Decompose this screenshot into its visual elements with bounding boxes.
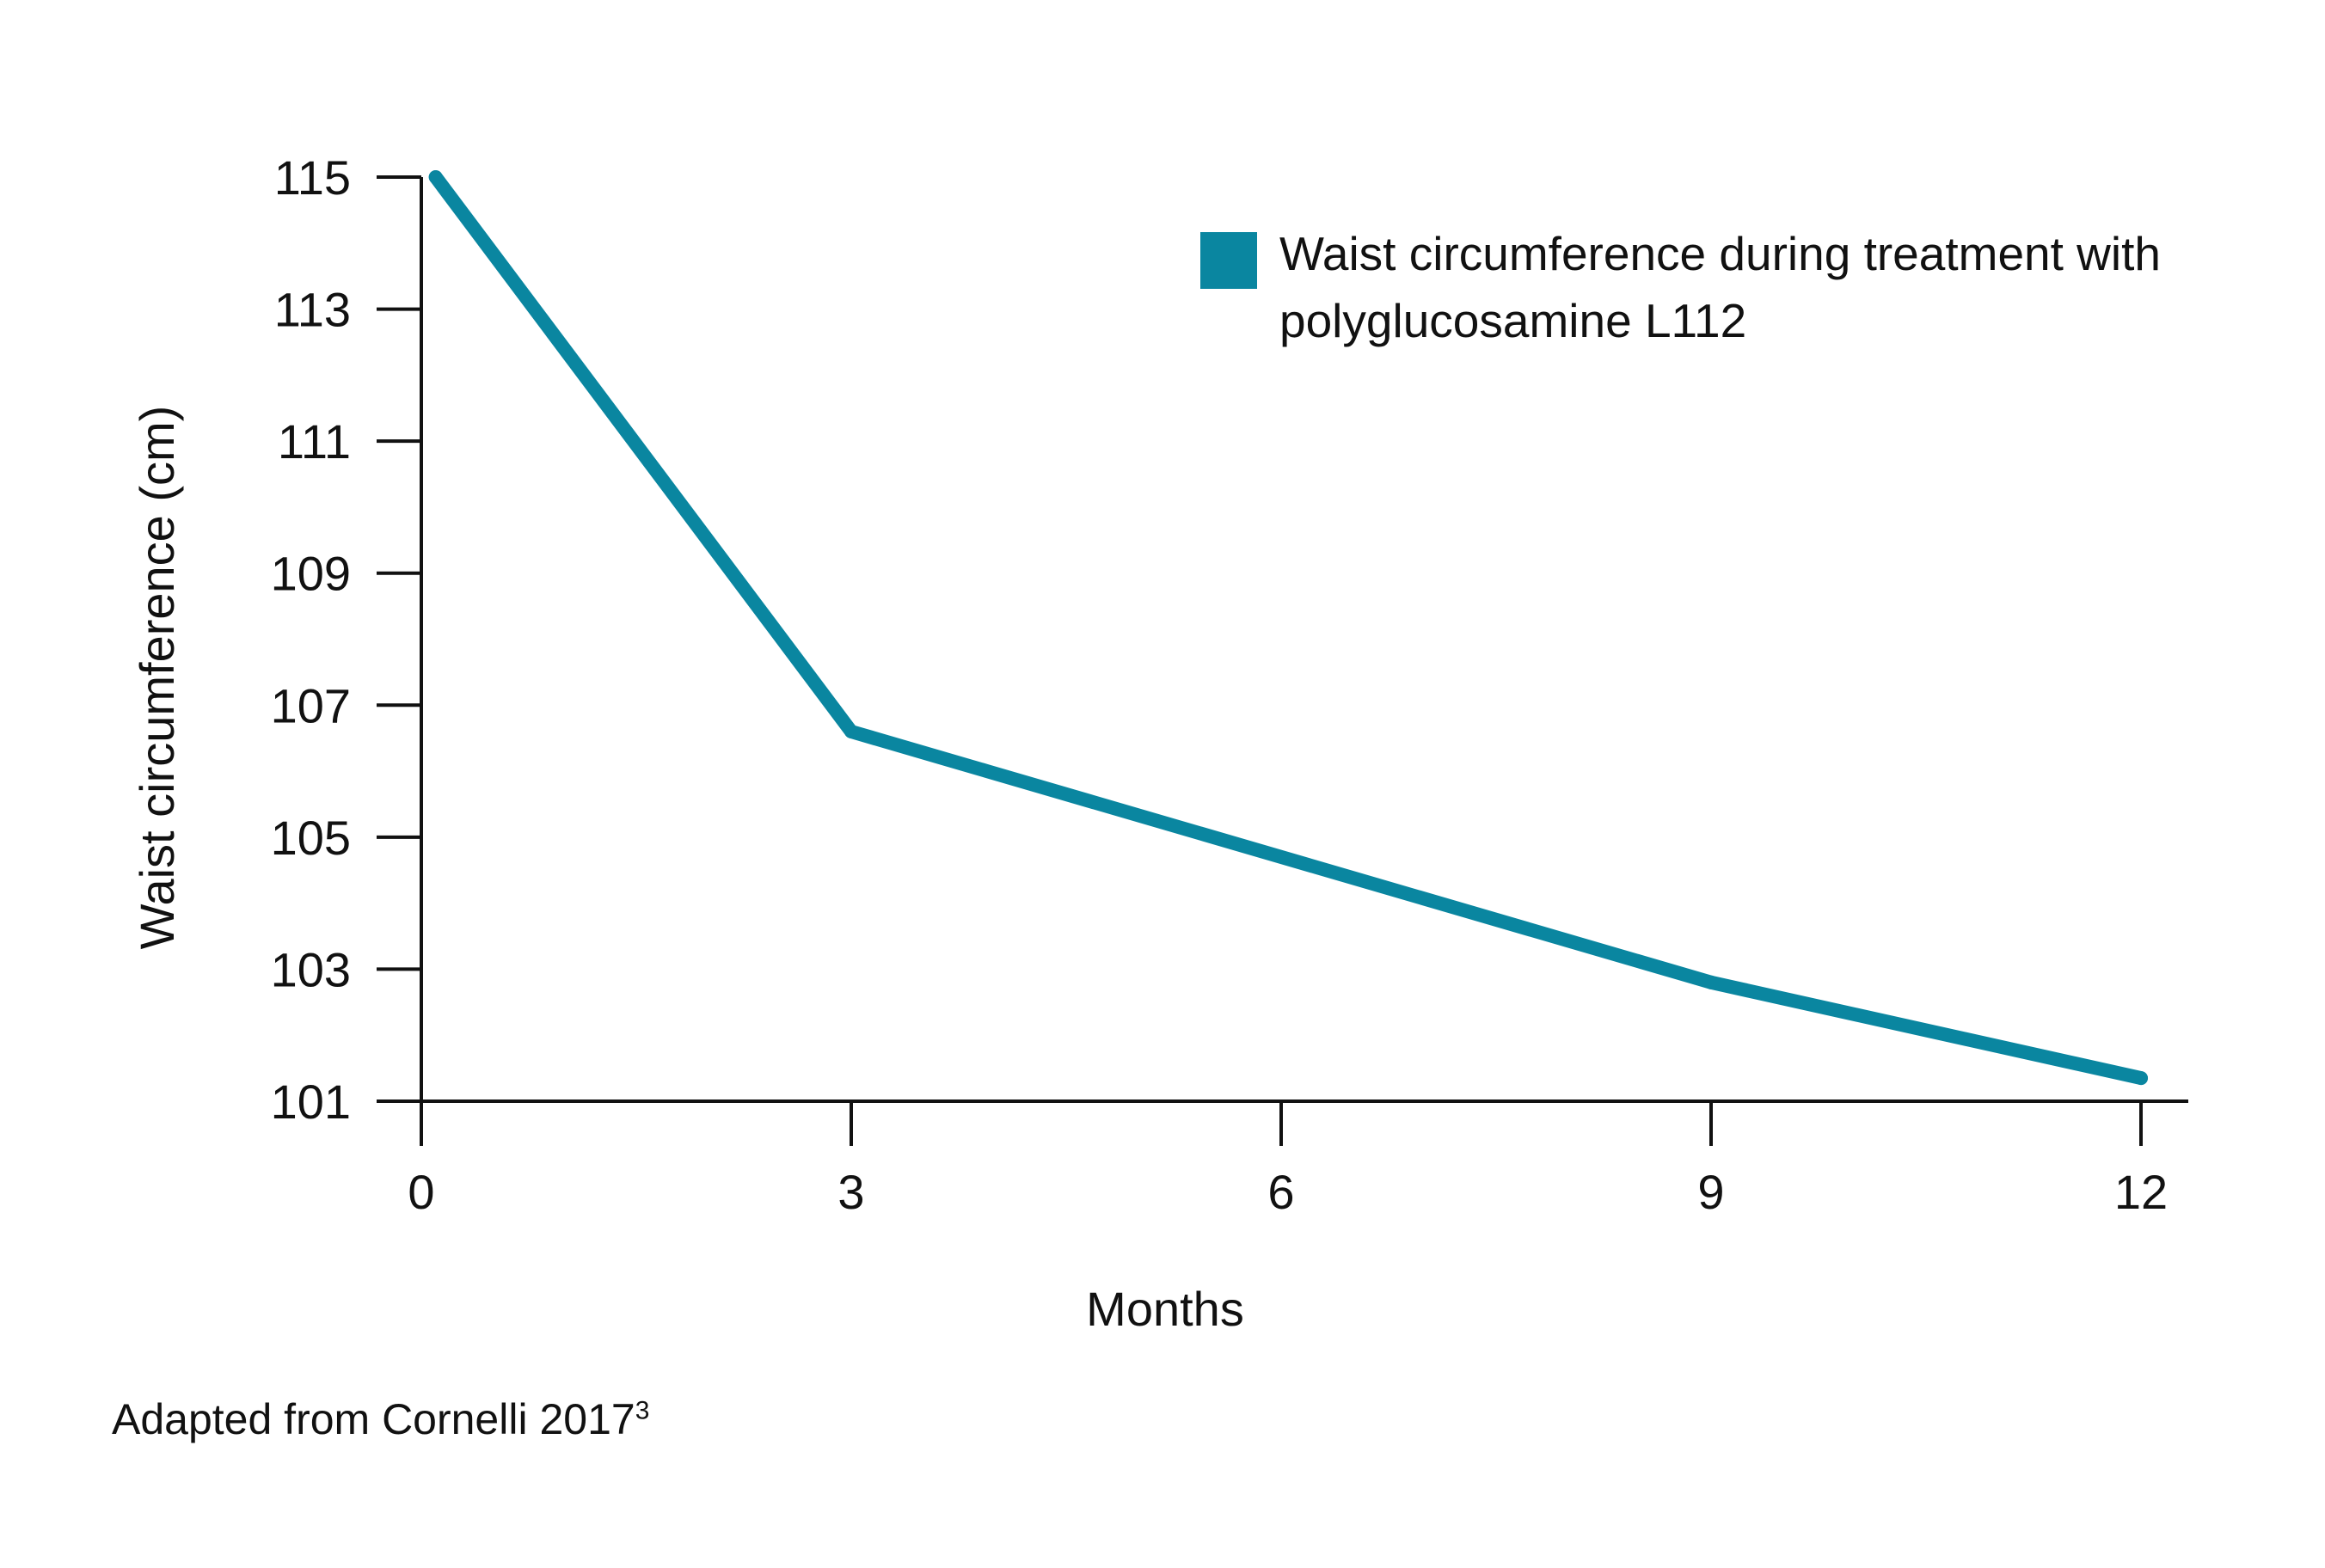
x-tick-label: 9 [1697,1165,1724,1219]
legend-label: Waist circumference during treatment wit… [1279,227,2161,347]
data-point [428,170,443,184]
footnote-superscript: 3 [635,1396,650,1425]
legend: Waist circumference during treatment wit… [1200,220,2242,354]
data-point [1704,975,1718,989]
source-footnote: Adapted from Cornelli 20173 [112,1394,649,1444]
footnote-text: Adapted from Cornelli 2017 [112,1395,635,1443]
x-tick-label: 3 [837,1165,864,1219]
y-tick-label: 109 [271,547,351,601]
data-point [2134,1071,2148,1086]
x-tick-label: 12 [2114,1165,2168,1219]
y-tick-label: 113 [274,283,351,337]
y-tick-label: 105 [271,811,351,865]
y-tick-label: 111 [278,414,351,469]
series-layer [428,170,2148,1086]
y-axis-ticks: 101 103 105 107 109 111 113 115 [271,150,421,1129]
x-axis-label: Months [1086,1282,1244,1336]
x-axis-ticks: 0 3 6 9 12 [408,1101,2168,1219]
y-axis-label: Waist circumference (cm) [130,406,184,950]
y-tick-label: 107 [271,678,351,732]
x-tick-label: 0 [408,1165,434,1219]
data-point [844,725,858,738]
y-tick-label: 101 [271,1075,351,1129]
y-tick-label: 115 [274,150,351,205]
x-tick-label: 6 [1267,1165,1294,1219]
legend-swatch [1200,232,1257,289]
series-line [428,170,2148,1086]
y-tick-label: 103 [271,942,351,996]
